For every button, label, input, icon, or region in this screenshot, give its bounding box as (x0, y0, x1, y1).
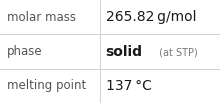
Text: 137 °C: 137 °C (106, 79, 152, 93)
Text: solid: solid (106, 44, 143, 59)
Text: melting point: melting point (7, 79, 86, 92)
Text: molar mass: molar mass (7, 11, 76, 24)
Text: (at STP): (at STP) (156, 47, 197, 58)
Text: phase: phase (7, 45, 42, 58)
Text: 265.82 g/mol: 265.82 g/mol (106, 10, 196, 24)
